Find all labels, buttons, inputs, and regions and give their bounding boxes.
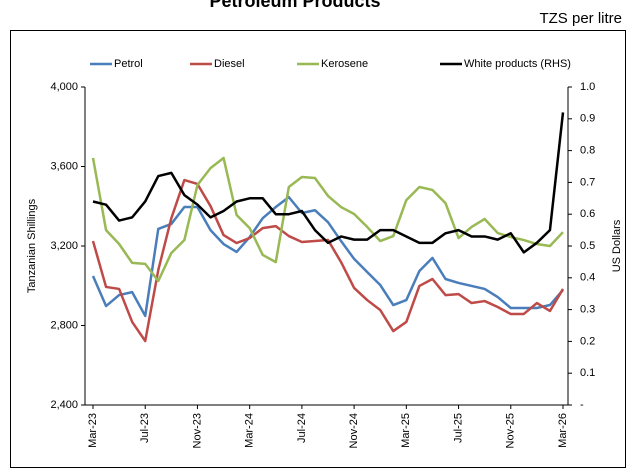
x-tick-label: Mar-25 — [400, 413, 412, 448]
y-tick-label: 2,400 — [50, 399, 78, 411]
x-tick-label: Jul-25 — [452, 413, 464, 443]
x-tick-label: Mar-24 — [244, 413, 256, 448]
y-tick-label: 2,800 — [50, 319, 78, 331]
y2-tick-label: 0.5 — [580, 240, 595, 252]
x-tick-label: Mar-23 — [87, 413, 99, 448]
x-tick-label: Nov-24 — [348, 413, 360, 448]
y-tick-label: 4,000 — [50, 81, 78, 93]
series-line — [91, 178, 565, 343]
legend-label: Kerosene — [321, 58, 368, 70]
series-line — [91, 156, 564, 283]
x-tick-label: Nov-25 — [505, 413, 517, 448]
y2-tick-label: 0.4 — [580, 272, 595, 284]
y-tick-label: 3,600 — [50, 160, 78, 172]
series-line — [91, 195, 564, 318]
y-tick-label: 3,200 — [50, 240, 78, 252]
x-tick-label: Nov-23 — [191, 413, 203, 448]
y2-tick-label: 0.9 — [580, 113, 595, 125]
y2-tick-label: 0.2 — [580, 335, 595, 347]
chart-frame — [10, 30, 626, 468]
y2-tick-label: 1.0 — [580, 81, 595, 93]
y2-tick-label: 0.8 — [580, 145, 595, 157]
y2-tick-label: 0.1 — [580, 367, 595, 379]
legend-label: Diesel — [214, 58, 245, 70]
x-tick-label: Jul-24 — [296, 413, 308, 443]
chart-title: Petroleum Products — [209, 0, 380, 11]
x-tick-label: Jul-23 — [139, 413, 151, 443]
y2-tick-label: 0.3 — [580, 304, 595, 316]
series-line — [92, 112, 565, 254]
y2-tick-label: - — [580, 399, 584, 411]
chart-subtitle: TZS per litre — [539, 10, 622, 27]
y-axis-label: Tanzanian Shillings — [26, 198, 38, 293]
legend-label: Petrol — [114, 58, 143, 70]
legend-label: White products (RHS) — [464, 58, 571, 70]
y2-tick-label: 0.6 — [580, 208, 595, 220]
y2-axis-label: US Dollars — [611, 219, 623, 272]
x-tick-label: Mar-26 — [557, 413, 569, 448]
y2-tick-label: 0.7 — [580, 176, 595, 188]
